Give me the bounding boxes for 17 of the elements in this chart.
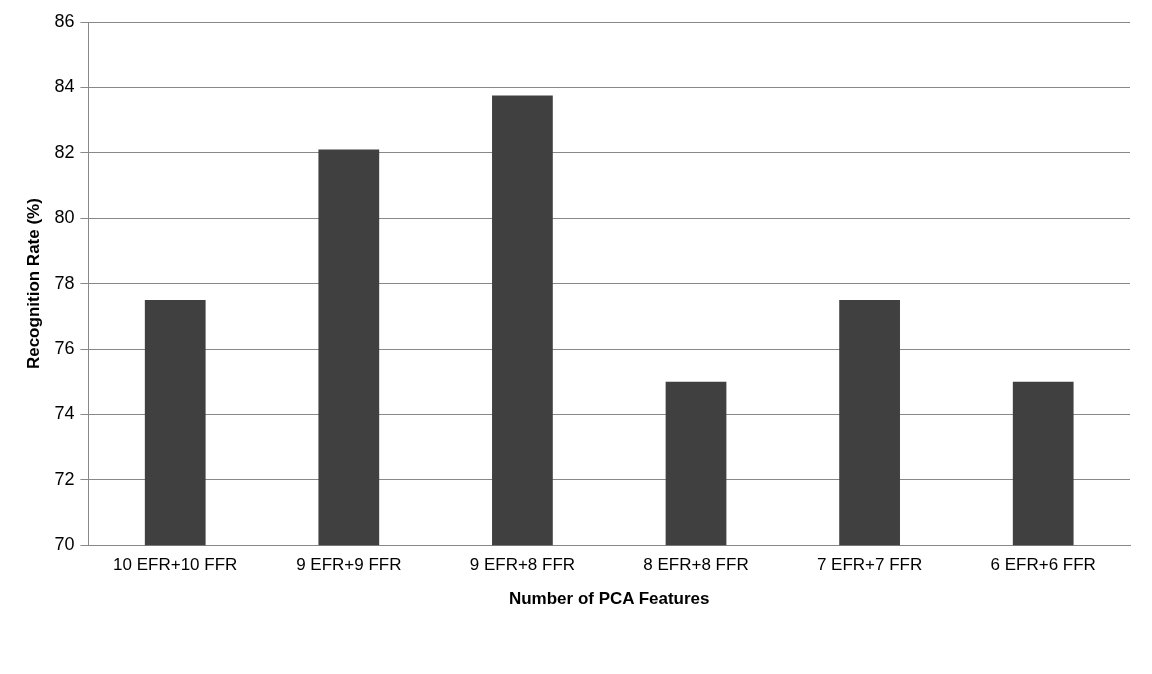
- x-tick-label: 6 EFR+6 FFR: [990, 555, 1096, 575]
- y-tick-label: 78: [54, 272, 75, 293]
- y-axis-title: Recognition Rate (%): [23, 198, 43, 370]
- x-tick-label: 7 EFR+7 FFR: [816, 555, 923, 575]
- y-tick-label: 70: [54, 534, 75, 555]
- y-tick-label: 76: [54, 337, 75, 358]
- x-axis-title: Number of PCA Features: [508, 589, 710, 609]
- y-tick-label: 84: [54, 76, 75, 97]
- x-tick-label: 10 EFR+10 FFR: [113, 555, 238, 575]
- y-tick-label: 74: [54, 403, 75, 424]
- x-tick-label: 8 EFR+8 FFR: [643, 555, 749, 575]
- x-tick-label: 9 EFR+9 FFR: [296, 555, 402, 575]
- y-tick-label: 80: [54, 207, 75, 228]
- y-tick-label: 82: [54, 141, 75, 162]
- y-tick-label: 72: [54, 468, 75, 489]
- x-tick-label: 9 EFR+8 FFR: [469, 555, 576, 575]
- y-tick-label: 86: [54, 10, 75, 31]
